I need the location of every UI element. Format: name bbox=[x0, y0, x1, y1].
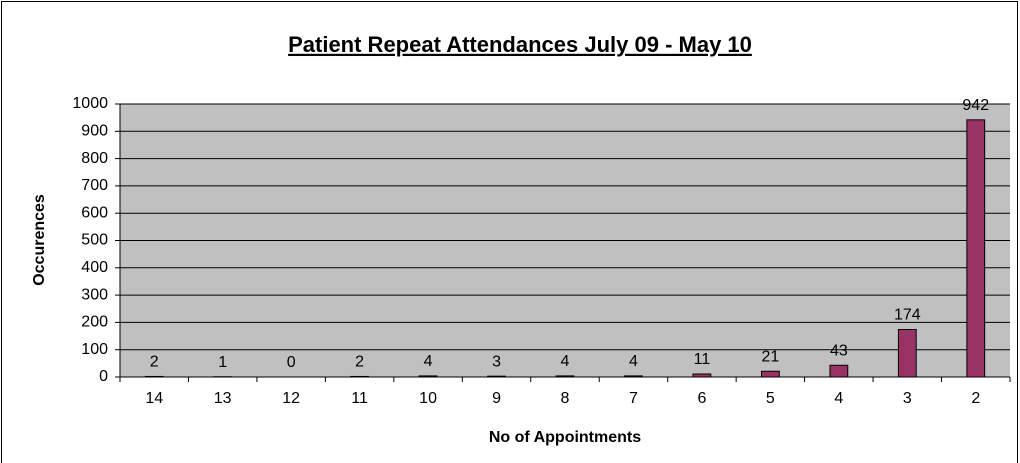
bar bbox=[418, 375, 438, 378]
y-tick-label: 400 bbox=[81, 259, 108, 276]
data-label: 3 bbox=[492, 353, 501, 370]
y-tick-label: 1000 bbox=[72, 95, 108, 112]
x-tick-label: 4 bbox=[834, 390, 843, 407]
data-label: 2 bbox=[355, 354, 364, 371]
y-tick-label: 500 bbox=[81, 232, 108, 249]
x-tick-label: 11 bbox=[351, 390, 368, 407]
data-label: 1 bbox=[218, 354, 227, 371]
bar bbox=[966, 119, 986, 378]
x-axis-label: No of Appointments bbox=[489, 429, 641, 446]
bar bbox=[829, 364, 849, 378]
x-tick-label: 12 bbox=[282, 390, 300, 407]
x-tick-label: 10 bbox=[419, 390, 437, 407]
bar bbox=[144, 375, 164, 378]
data-label: 942 bbox=[962, 97, 989, 114]
data-label: 174 bbox=[894, 307, 921, 324]
y-tick-label: 600 bbox=[81, 204, 108, 221]
bar bbox=[350, 375, 370, 378]
y-axis-label: Occurences bbox=[31, 194, 48, 286]
bar bbox=[555, 375, 575, 378]
x-tick-label: 3 bbox=[903, 390, 912, 407]
bar bbox=[760, 370, 780, 378]
data-label: 4 bbox=[424, 353, 433, 370]
chart-title: Patient Repeat Attendances July 09 - May… bbox=[288, 32, 752, 57]
x-tick-label: 5 bbox=[766, 390, 775, 407]
x-tick-label: 8 bbox=[561, 390, 570, 407]
bar bbox=[624, 375, 643, 378]
x-tick-label: 13 bbox=[214, 390, 232, 407]
x-tick-label: 2 bbox=[971, 390, 980, 407]
data-label: 0 bbox=[287, 354, 296, 371]
x-tick-label: 6 bbox=[697, 390, 706, 407]
data-label: 4 bbox=[561, 353, 570, 370]
bar bbox=[897, 328, 917, 378]
y-tick-label: 300 bbox=[81, 286, 108, 303]
x-tick-label: 14 bbox=[145, 390, 163, 407]
data-label: 4 bbox=[629, 353, 638, 370]
y-tick-label: 700 bbox=[81, 177, 108, 194]
y-tick-label: 800 bbox=[81, 150, 108, 167]
y-tick-label: 100 bbox=[81, 341, 108, 358]
data-label: 2 bbox=[150, 354, 159, 371]
x-tick-label: 9 bbox=[492, 390, 501, 407]
data-label: 43 bbox=[830, 342, 848, 359]
bar bbox=[487, 375, 506, 378]
y-tick-label: 900 bbox=[81, 123, 108, 140]
y-tick-label: 200 bbox=[81, 314, 108, 331]
y-tick-label: 0 bbox=[99, 368, 108, 385]
data-label: 11 bbox=[694, 351, 711, 368]
data-label: 21 bbox=[761, 348, 779, 365]
x-tick-label: 7 bbox=[629, 390, 638, 407]
bar bbox=[692, 373, 712, 378]
